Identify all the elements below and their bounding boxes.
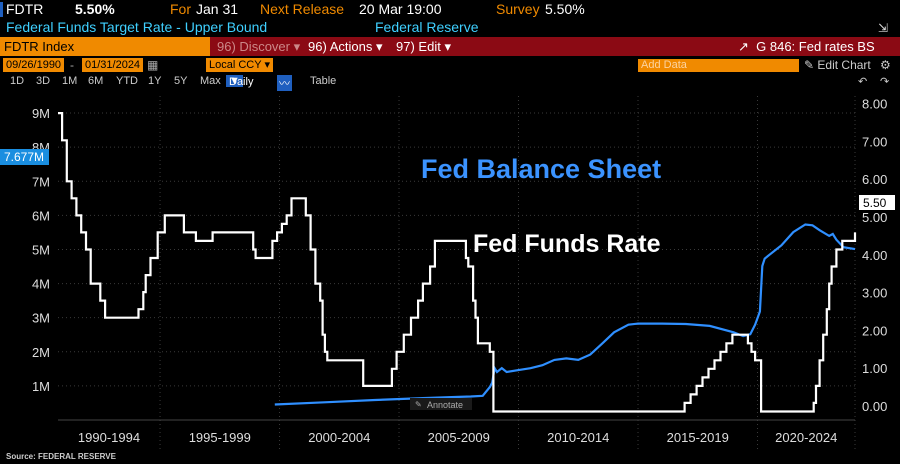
range-max[interactable]: Max	[200, 75, 221, 87]
annotation-fed-balance-sheet: Fed Balance Sheet	[421, 154, 661, 184]
currency-select[interactable]: Local CCY ▾	[206, 58, 273, 72]
description-row: Federal Funds Target Rate - Upper Bound …	[0, 19, 900, 37]
annotate-label: Annotate	[427, 400, 463, 410]
security-field[interactable]: FDTR Index	[0, 37, 210, 56]
range-1y[interactable]: 1Y	[148, 75, 162, 87]
ticker-marker	[0, 2, 3, 17]
right-tick-label: 1.00	[862, 361, 887, 376]
right-tick-label: 6.00	[862, 172, 887, 187]
left-tick-label: 1M	[32, 379, 50, 394]
frequency-label: Daily	[229, 76, 254, 88]
right-tick-label: 5.00	[862, 210, 887, 225]
left-tick-label: 5M	[32, 242, 50, 257]
last-value-right-text: 5.50	[863, 196, 887, 210]
settings-gear-icon[interactable]: ⚙	[880, 58, 891, 72]
pencil-icon: ✎	[804, 58, 815, 72]
edit-chart-button[interactable]: ✎ Edit Chart	[804, 58, 871, 72]
right-tick-label: 4.00	[862, 248, 887, 263]
end-date-input[interactable]: 01/31/2024	[82, 58, 144, 72]
right-tick-label: 7.00	[862, 134, 887, 149]
series-fed-funds-rate	[58, 111, 857, 413]
start-date-input[interactable]: 09/26/1990	[3, 58, 65, 72]
add-data-input[interactable]: Add Data	[638, 59, 799, 72]
actions-num: 96	[308, 39, 323, 54]
calendar-icon[interactable]: ▦	[147, 58, 159, 72]
left-tick-label: 7M	[32, 174, 50, 189]
range-1m[interactable]: 1M	[62, 75, 78, 87]
discover-label: Discover	[239, 39, 290, 54]
right-axis: 0.00 1.00 2.00 3.00 4.00 5.00 6.00 7.00 8.00	[862, 97, 887, 414]
left-tick-label: 9M	[32, 106, 50, 121]
security-field-text: FDTR Index	[4, 39, 75, 54]
for-label: For	[170, 1, 191, 17]
x-tick-label: 2000-2004	[308, 430, 370, 445]
left-tick-label: 4M	[32, 277, 50, 292]
command-bar: FDTR Index 96) Discover ▾ 96) Actions ▾ …	[0, 37, 900, 56]
range-1d[interactable]: 1D	[10, 75, 25, 87]
annotate-button[interactable]: ✎ Annotate	[410, 398, 472, 410]
ticker-value: 5.50%	[75, 1, 115, 17]
range-5y[interactable]: 5Y	[174, 75, 188, 87]
last-value-left: 7.677M	[0, 149, 49, 165]
edit-menu[interactable]: 97) Edit ▾	[396, 39, 451, 54]
annotation-fed-funds-rate: Fed Funds Rate	[473, 230, 661, 258]
left-tick-label: 6M	[32, 208, 50, 223]
annotate-icon: ✎	[415, 400, 422, 409]
range-6m[interactable]: 6M	[88, 75, 104, 87]
popout-icon[interactable]: ⇲	[878, 21, 889, 35]
discover-menu[interactable]: 96) Discover ▾	[217, 39, 301, 54]
ticker-header-row: FDTR 5.50% For Jan 31 Next Release 20 Ma…	[0, 0, 900, 19]
ticker-symbol[interactable]: FDTR	[6, 1, 44, 17]
actions-label: Actions	[329, 39, 373, 54]
right-tick-label: 2.00	[862, 323, 887, 338]
edit-num: 97	[396, 39, 411, 54]
range-3d[interactable]: 3D	[36, 75, 51, 87]
date-controls-row: 09/26/1990 - 01/31/2024 ▦ Local CCY ▾ Ad…	[0, 56, 900, 74]
chart-title-link[interactable]: ↗ G 846: Fed rates BS	[738, 39, 875, 55]
range-ytd[interactable]: YTD	[116, 75, 138, 87]
last-value-left-text: 7.677M	[4, 150, 44, 164]
x-tick-label: 2020-2024	[775, 430, 837, 445]
right-tick-label: 0.00	[862, 399, 887, 414]
actions-menu[interactable]: 96) Actions ▾	[308, 39, 383, 54]
x-axis: 1990-1994 1995-1999 2000-2004 2005-2009 2010…	[78, 430, 837, 445]
survey-label: Survey	[496, 1, 540, 17]
range-row: 1D 3D 1M 6M YTD 1Y 5Y Max Daily ▼ 〰 Tabl…	[0, 74, 900, 91]
x-tick-label: 2010-2014	[547, 430, 609, 445]
x-grid	[159, 96, 856, 450]
series-fed-balance-sheet	[274, 223, 856, 406]
external-link-icon: ↗	[738, 39, 749, 54]
discover-num: 96	[217, 39, 232, 54]
table-view-button[interactable]: Table	[310, 75, 337, 87]
redo-icon[interactable]: ↷	[880, 76, 890, 88]
source-name: Federal Reserve	[375, 19, 479, 35]
edit-chart-label: Edit Chart	[817, 58, 871, 72]
left-tick-label: 2M	[32, 345, 50, 360]
frequency-select[interactable]: Daily ▼	[226, 75, 253, 88]
survey-value: 5.50%	[545, 1, 585, 17]
next-release-label: Next Release	[260, 1, 345, 17]
x-tick-label: 2015-2019	[667, 430, 729, 445]
x-tick-label: 1995-1999	[189, 430, 251, 445]
x-tick-label: 2005-2009	[428, 430, 490, 445]
security-description: Federal Funds Target Rate - Upper Bound	[6, 19, 268, 35]
edit-label: Edit	[418, 39, 441, 54]
last-value-right: 5.50	[859, 195, 895, 210]
right-tick-label: 3.00	[862, 286, 887, 301]
x-tick-label: 1990-1994	[78, 430, 140, 445]
undo-icon[interactable]: ↶	[858, 76, 868, 88]
for-date: Jan 31	[196, 1, 239, 17]
currency-label: Local CCY	[209, 59, 262, 71]
date-separator: -	[70, 58, 74, 72]
chart-id: G 846: Fed rates BS	[756, 39, 875, 54]
next-release-value: 20 Mar 19:00	[359, 1, 442, 17]
right-tick-label: 8.00	[862, 97, 887, 112]
chart-view-icon[interactable]: 〰	[277, 75, 292, 91]
source-footer: Source: FEDERAL RESERVE	[6, 452, 117, 461]
left-tick-label: 3M	[32, 311, 50, 326]
